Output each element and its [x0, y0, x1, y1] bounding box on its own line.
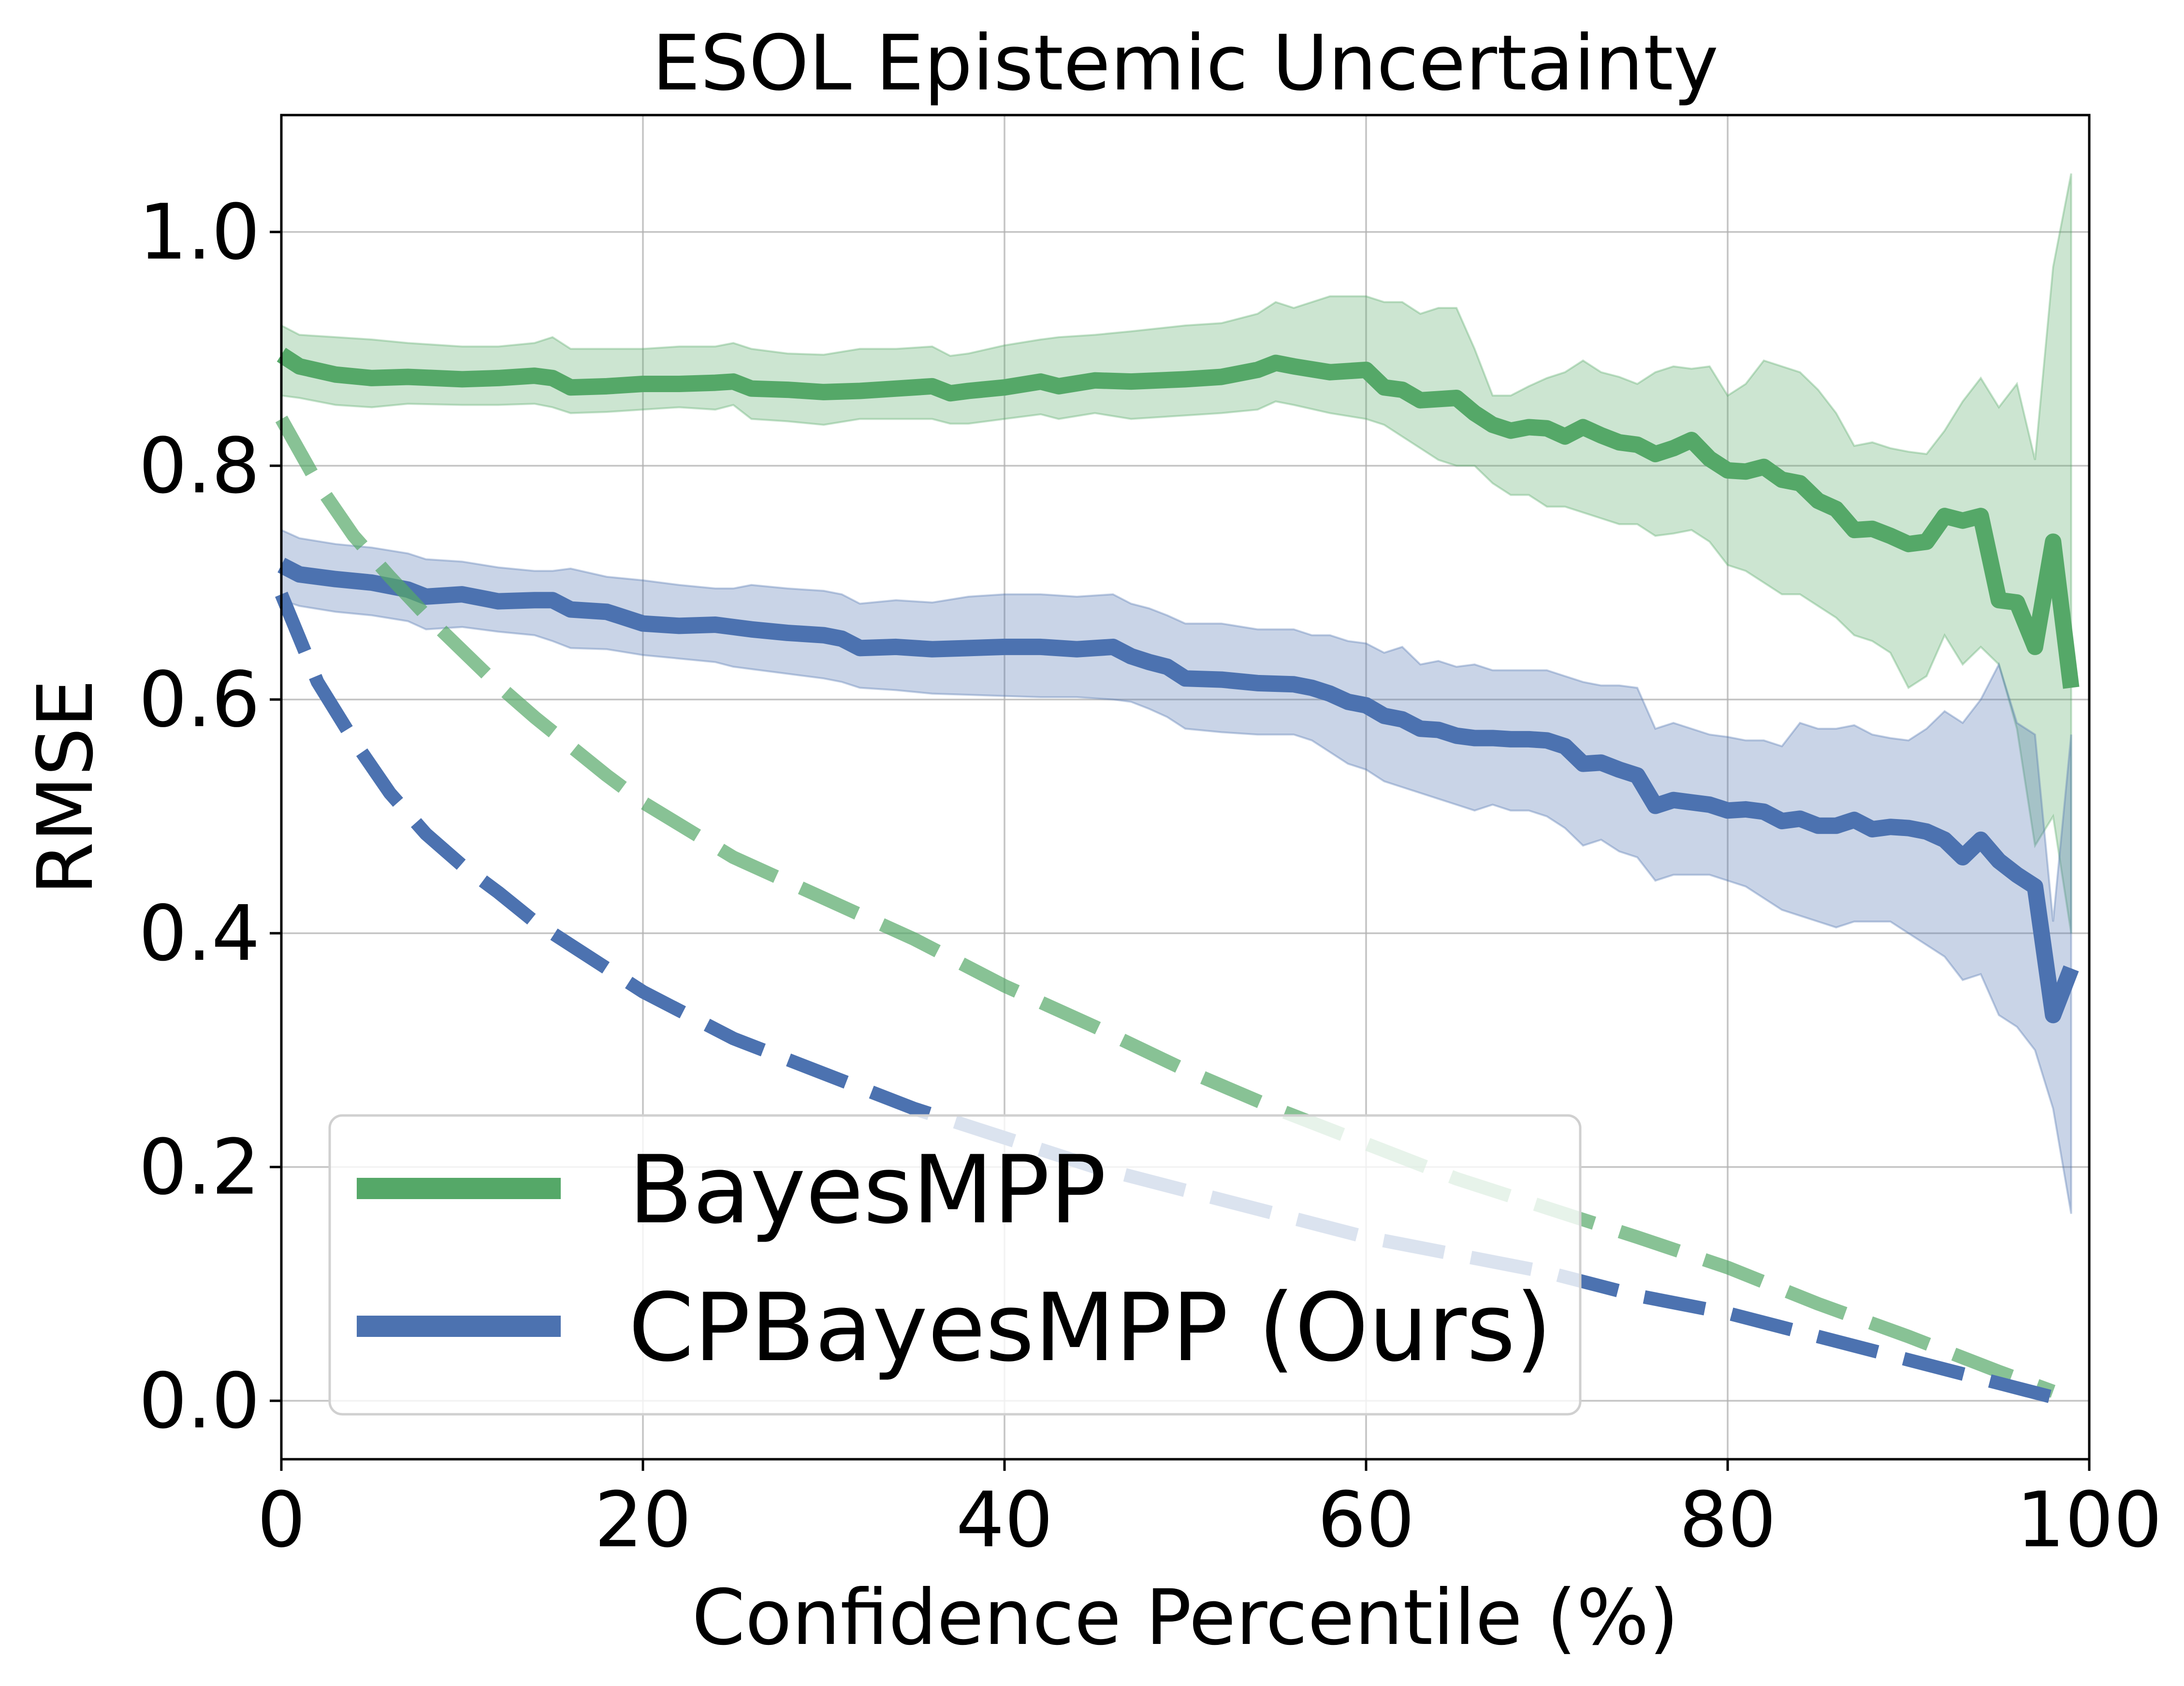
x-tick-label: 20: [594, 1476, 691, 1565]
y-tick-label: 0.0: [139, 1357, 260, 1446]
x-axis-ticks: 0 20 40 60 80 100: [257, 1459, 2162, 1565]
y-axis-ticks: 0.0 0.2 0.4 0.6 0.8 1.0: [139, 188, 281, 1446]
y-tick-label: 0.4: [139, 889, 260, 978]
legend: BayesMPP CPBayesMPP (Ours): [328, 1114, 1582, 1416]
dashed-line-2: [275, 415, 2056, 1398]
y-axis-label: RMSE: [21, 679, 110, 895]
dashed-line-3: [275, 591, 2055, 1404]
y-tick-label: 0.8: [139, 422, 260, 511]
series-line-1: [277, 557, 2079, 1024]
y-tick-label: 0.6: [139, 656, 260, 745]
x-tick-label: 40: [956, 1476, 1053, 1565]
uncertainty-band-0: [280, 173, 2072, 934]
series-lines: [275, 348, 2080, 1404]
x-tick-label: 100: [2016, 1476, 2162, 1565]
series-line-0: [277, 348, 2080, 689]
x-tick-label: 80: [1679, 1476, 1776, 1565]
uncertainty-bands: [280, 173, 2072, 1214]
x-axis-label: Confidence Percentile (%): [692, 1573, 1679, 1662]
plot-frame: [280, 114, 2091, 1461]
uncertainty-band-1: [280, 528, 2072, 1214]
y-tick-label: 0.2: [139, 1123, 260, 1212]
chart-title: ESOL Epistemic Uncertainty: [652, 19, 1718, 108]
x-tick-label: 60: [1317, 1476, 1414, 1565]
legend-box: [328, 1114, 1582, 1416]
x-tick-label: 0: [257, 1476, 306, 1565]
legend-label-bayesmpp: BayesMPP: [628, 1135, 1107, 1245]
legend-label-cpbayesmpp: CPBayesMPP (Ours): [628, 1273, 1552, 1382]
y-tick-label: 1.0: [139, 188, 260, 277]
